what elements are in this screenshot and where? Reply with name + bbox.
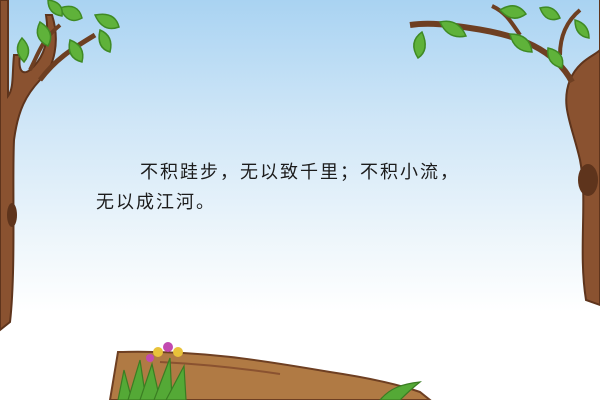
proverb-line-2: 无以成江河。: [96, 192, 216, 213]
proverb-text: 不积跬步，无以致千里；不积小流， 无以成江河。: [96, 158, 536, 218]
tree-left-icon: [0, 0, 120, 332]
grass-icon: [117, 357, 422, 400]
tree-right-icon: [409, 0, 600, 307]
proverb-line-1: 不积跬步，无以致千里；不积小流，: [140, 162, 460, 183]
flower-icon: [146, 342, 183, 362]
